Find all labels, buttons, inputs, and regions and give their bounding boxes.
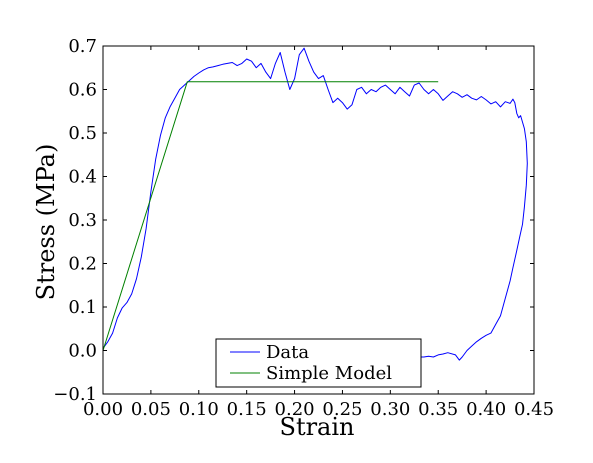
x-tick-label: 0.00 [83,399,123,420]
legend-label: Simple Model [266,363,392,384]
y-tick-label: 0.2 [68,254,97,275]
x-tick-label: 0.10 [179,399,219,420]
x-tick-label: 0.25 [322,399,362,420]
y-tick-label: 0.0 [68,341,97,362]
x-tick-label: 0.15 [227,399,267,420]
y-tick-label: 0.5 [68,123,97,144]
x-tick-label: 0.30 [370,399,410,420]
x-tick-label: 0.45 [514,399,554,420]
y-axis-label: Stress (MPa) [32,144,60,301]
series-layer [103,47,528,361]
y-tick-label: 0.1 [68,297,97,318]
y-tick-label: 0.6 [68,80,97,101]
x-tick-label: 0.40 [466,399,506,420]
ticks-layer: 0.00 0.05 0.10 0.15 0.20 0.25 0.30 0.35 0.40 0.45… [53,36,554,420]
x-tick-label: 0.20 [275,399,315,420]
legend-box [215,338,422,388]
legend-label: Data [266,342,309,363]
y-tick-label: 0.7 [68,36,97,57]
y-tick-label: 0.4 [68,167,97,188]
x-tick-label: 0.05 [131,399,171,420]
y-tick-label: −0.1 [53,384,97,405]
x-tick-label: 0.35 [418,399,458,420]
y-tick-label: 0.3 [68,210,97,231]
x-axis-label: Strain [280,413,355,441]
series-line-data [103,47,528,361]
series-line-simple-model [103,81,439,351]
